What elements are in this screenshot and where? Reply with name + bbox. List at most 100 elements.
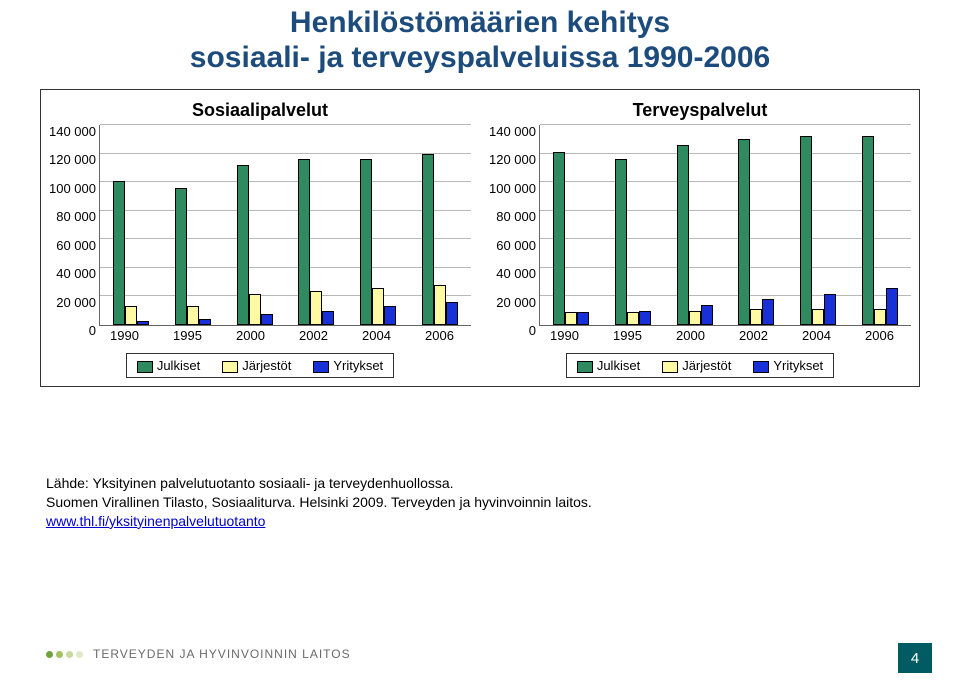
bar — [310, 291, 322, 325]
bar-group — [237, 165, 273, 325]
bar — [261, 314, 273, 325]
bars-left — [100, 125, 471, 325]
bar-group — [113, 181, 149, 325]
legend-swatch — [137, 361, 153, 373]
plot-right — [539, 125, 911, 326]
page-number-badge: 4 — [898, 643, 932, 673]
page-number: 4 — [911, 650, 919, 667]
legend-swatch — [577, 361, 593, 373]
plot-wrap-right: 020 00040 00060 00080 000100 000120 0001… — [489, 125, 911, 326]
bar-group — [677, 145, 713, 325]
bar — [298, 159, 310, 325]
bar-group — [175, 188, 211, 325]
legend-label: Järjestöt — [242, 358, 291, 373]
x-axis-left: 1990 1995 2000 2002 2004 2006 — [49, 328, 471, 343]
bar — [237, 165, 249, 325]
logo-dot — [56, 651, 63, 658]
legend-swatch — [662, 361, 678, 373]
legend-swatch — [753, 361, 769, 373]
bar — [137, 321, 149, 325]
bar — [639, 311, 651, 325]
bar-group — [800, 136, 836, 325]
bar-group — [298, 159, 334, 325]
bar — [322, 311, 334, 325]
bar — [422, 154, 434, 325]
slide-title-line1: Henkilöstömäärien kehitys — [0, 6, 960, 41]
bar — [125, 306, 137, 325]
bar — [627, 312, 639, 325]
legend-label: Järjestöt — [682, 358, 731, 373]
x-tick-label: 1995 — [173, 328, 202, 343]
bar-group — [738, 139, 774, 325]
bar — [175, 188, 187, 325]
x-tick-label: 2002 — [299, 328, 328, 343]
legend-item: Järjestöt — [662, 358, 731, 373]
chart-title-left: Sosiaalipalvelut — [192, 100, 328, 121]
bar — [113, 181, 125, 325]
bar — [812, 309, 824, 325]
logo-dots-icon — [46, 651, 83, 658]
bar — [372, 288, 384, 325]
bar — [187, 306, 199, 325]
chart-terveyspalvelut: Terveyspalvelut 020 00040 00060 00080 00… — [489, 100, 911, 378]
bar-group — [360, 159, 396, 325]
x-tick-label: 2004 — [362, 328, 391, 343]
source-line-2: Suomen Virallinen Tilasto, Sosiaaliturva… — [46, 493, 592, 512]
x-tick-label: 1990 — [110, 328, 139, 343]
footer-text: TERVEYDEN JA HYVINVOINNIN LAITOS — [93, 647, 351, 661]
plot-left — [99, 125, 471, 326]
footer-logo: TERVEYDEN JA HYVINVOINNIN LAITOS — [46, 647, 351, 661]
y-axis-right: 020 00040 00060 00080 000100 000120 0001… — [489, 125, 539, 325]
bar — [886, 288, 898, 325]
bar — [701, 305, 713, 325]
legend-swatch — [313, 361, 329, 373]
x-tick-label: 2006 — [425, 328, 454, 343]
legend-item: Yritykset — [753, 358, 823, 373]
bar — [738, 139, 750, 325]
bar-group — [615, 159, 651, 325]
legend-label: Yritykset — [333, 358, 383, 373]
charts-frame: Sosiaalipalvelut 020 00040 00060 00080 0… — [40, 89, 920, 387]
bar — [565, 312, 577, 325]
bars-right — [540, 125, 911, 325]
x-tick-label: 1995 — [613, 328, 642, 343]
plot-wrap-left: 020 00040 00060 00080 000100 000120 0001… — [49, 125, 471, 326]
legend-right: Julkiset Järjestöt Yritykset — [566, 353, 834, 378]
bar — [874, 309, 886, 325]
legend-label: Yritykset — [773, 358, 823, 373]
source-block: Lähde: Yksityinen palvelutuotanto sosiaa… — [46, 474, 592, 531]
x-tick-label: 2002 — [739, 328, 768, 343]
chart-sosiaalipalvelut: Sosiaalipalvelut 020 00040 00060 00080 0… — [49, 100, 471, 378]
bar — [434, 285, 446, 325]
bar — [800, 136, 812, 325]
legend-item: Järjestöt — [222, 358, 291, 373]
bar — [446, 302, 458, 325]
x-tick-label: 2000 — [676, 328, 705, 343]
legend-item: Julkiset — [137, 358, 200, 373]
legend-label: Julkiset — [157, 358, 200, 373]
source-link[interactable]: www.thl.fi/yksityinenpalvelutuotanto — [46, 513, 265, 529]
x-axis-right: 1990 1995 2000 2002 2004 2006 — [489, 328, 911, 343]
slide-title-line2: sosiaali- ja terveyspalveluissa 1990-200… — [0, 41, 960, 76]
bar — [553, 152, 565, 325]
bar — [360, 159, 372, 325]
x-tick-label: 2000 — [236, 328, 265, 343]
bar — [762, 299, 774, 325]
legend-item: Julkiset — [577, 358, 640, 373]
x-tick-label: 2004 — [802, 328, 831, 343]
source-line-1: Lähde: Yksityinen palvelutuotanto sosiaa… — [46, 474, 592, 493]
x-tick-label: 2006 — [865, 328, 894, 343]
bar — [677, 145, 689, 325]
x-tick-label: 1990 — [550, 328, 579, 343]
slide-title: Henkilöstömäärien kehitys sosiaali- ja t… — [0, 6, 960, 75]
bar — [824, 294, 836, 325]
logo-dot — [46, 651, 53, 658]
bar — [615, 159, 627, 325]
logo-dot — [66, 651, 73, 658]
legend-item: Yritykset — [313, 358, 383, 373]
logo-dot — [76, 651, 83, 658]
legend-swatch — [222, 361, 238, 373]
y-axis-left: 020 00040 00060 00080 000100 000120 0001… — [49, 125, 99, 325]
bar — [750, 309, 762, 325]
chart-title-right: Terveyspalvelut — [633, 100, 768, 121]
